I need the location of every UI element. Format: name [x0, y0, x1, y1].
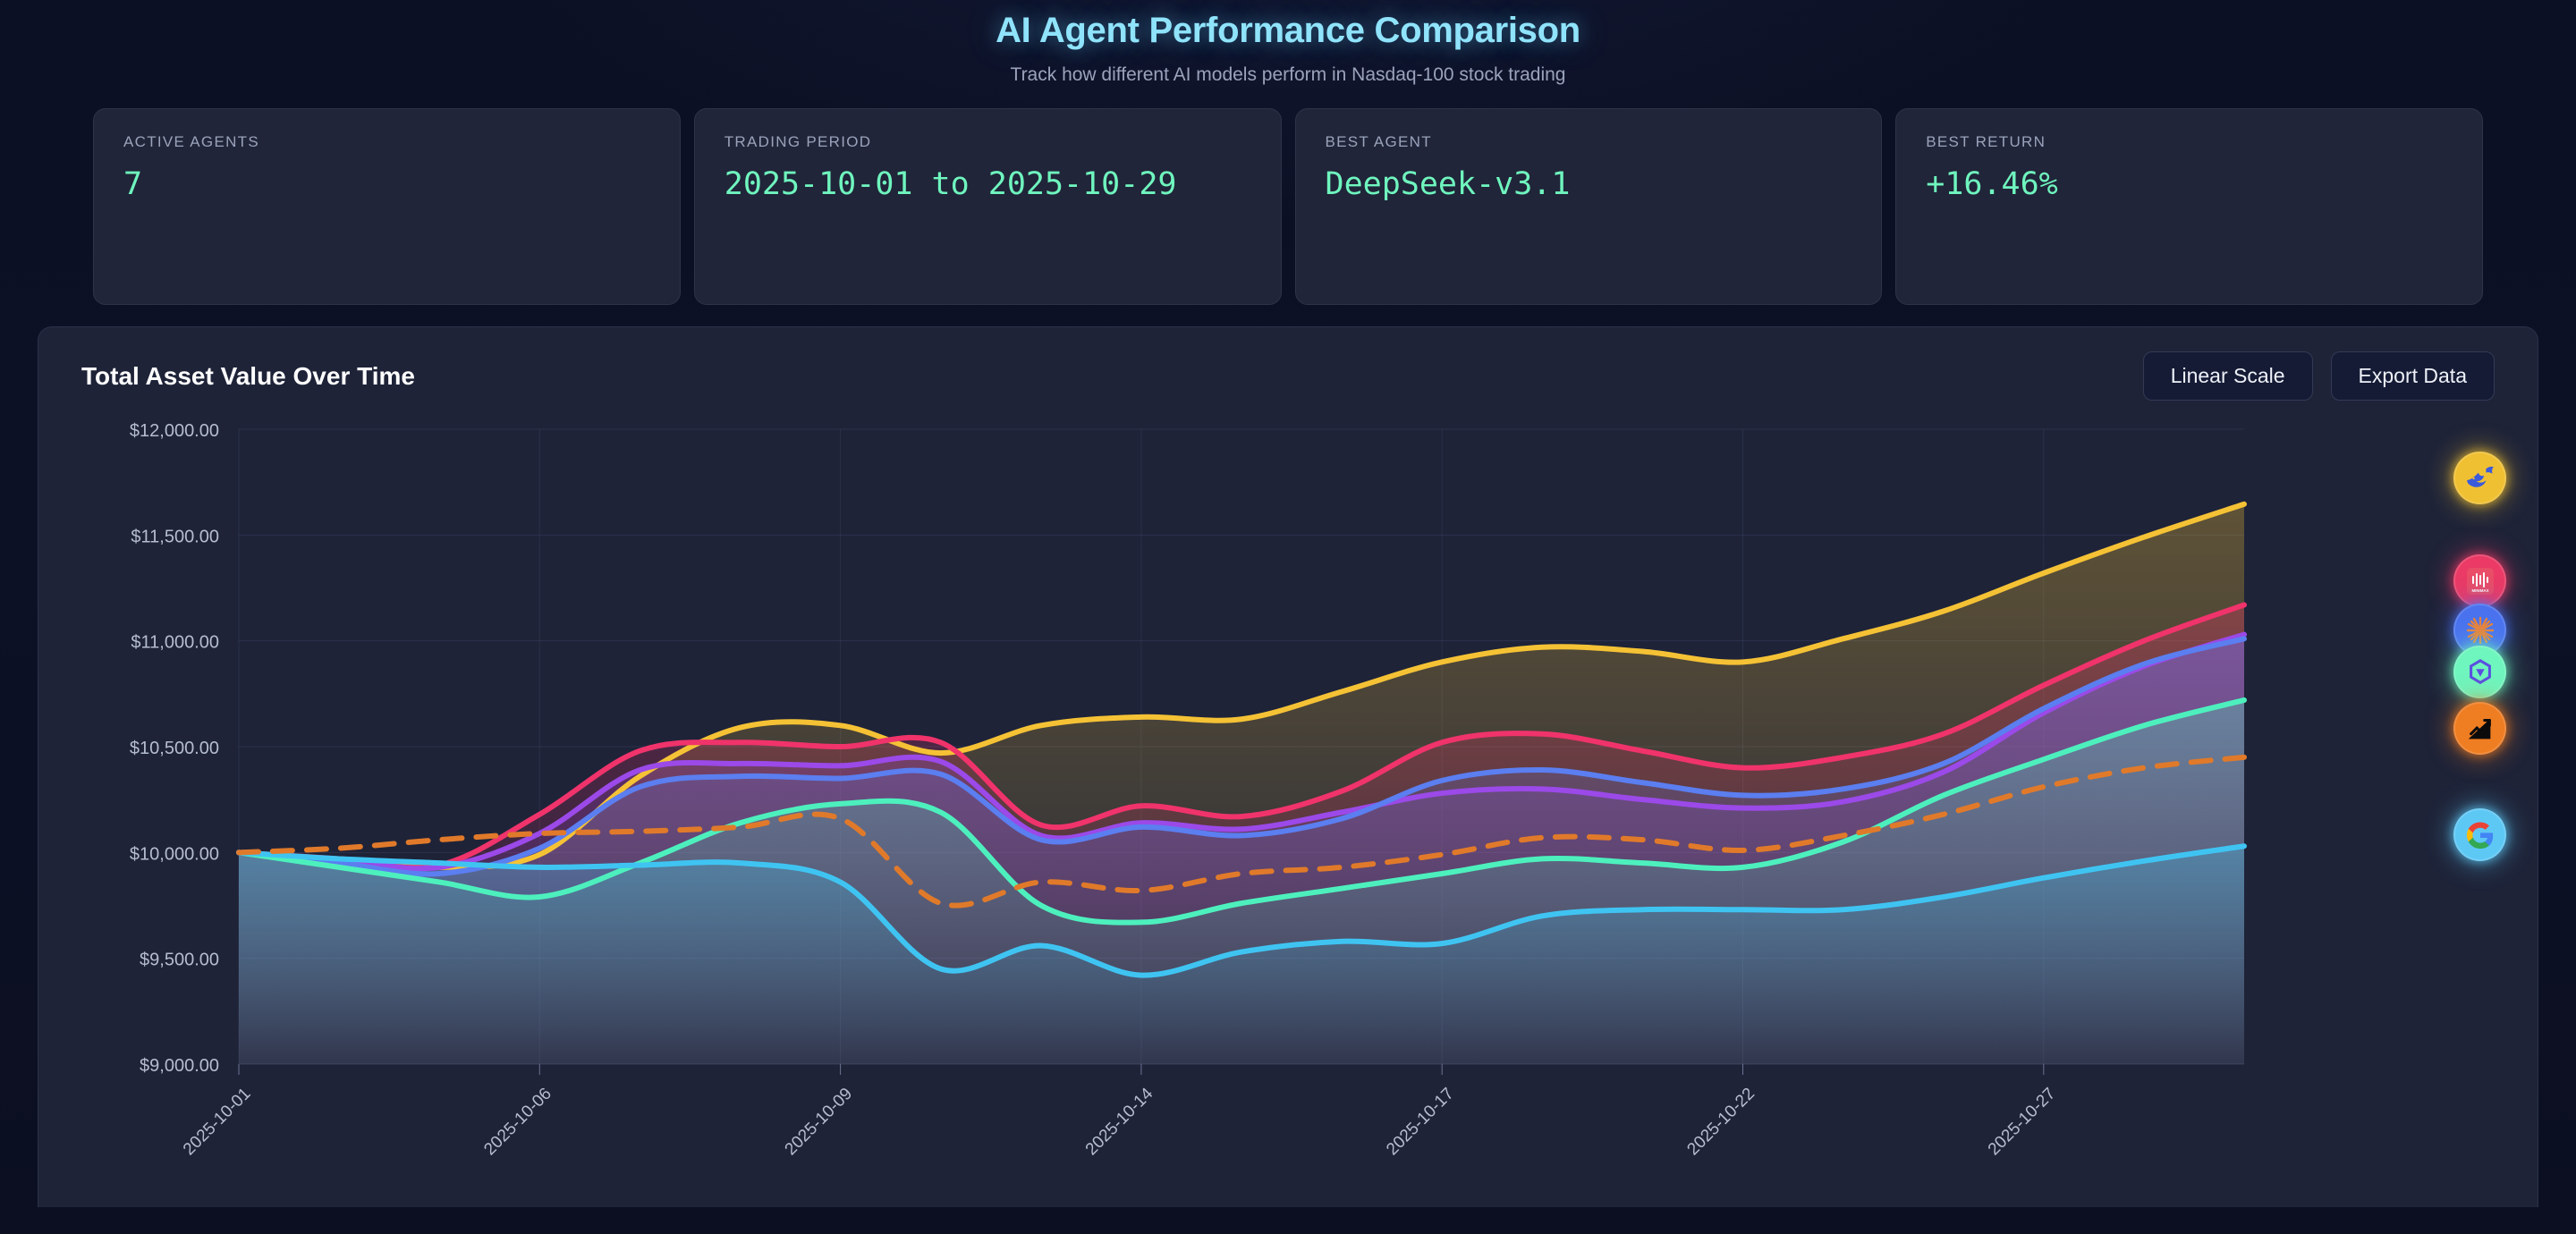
chart-panel: Total Asset Value Over Time Linear Scale… — [38, 326, 2538, 1207]
x-axis-tick-label: 2025-10-22 — [1683, 1085, 1758, 1160]
stat-value: DeepSeek-v3.1 — [1325, 166, 1571, 202]
page-title: AI Agent Performance Comparison — [996, 11, 1580, 50]
page-subtitle: Track how different AI models perform in… — [1010, 64, 1566, 85]
chart-panel-header: Total Asset Value Over Time Linear Scale… — [38, 327, 2538, 401]
series-line-qwen3-max[interactable] — [236, 697, 2247, 926]
x-axis-tick-label: 2025-10-09 — [782, 1085, 857, 1160]
stat-value: 2025-10-01 to 2025-10-29 — [724, 166, 1177, 202]
export-data-button[interactable]: Export Data — [2330, 351, 2495, 401]
line-chart-svg[interactable]: $12,000.00 $11,500.00 $11,000.00 $10,500.00… — [38, 411, 2539, 1216]
market-badge[interactable] — [2453, 702, 2506, 755]
y-axis-tick-label: $10,500.00 — [130, 739, 219, 758]
y-axis-tick-label: $11,500.00 — [131, 527, 219, 546]
qwen-icon — [2465, 657, 2496, 688]
x-axis-tick-label: 2025-10-14 — [1082, 1084, 1157, 1159]
chart-actions: Linear Scale Export Data — [2142, 351, 2495, 401]
series-line-claude-sonnet-4-5[interactable] — [236, 631, 2247, 872]
y-axis-tick-label: $12,000.00 — [130, 421, 219, 441]
stat-label: ACTIVE AGENTS — [123, 133, 259, 150]
starburst-icon — [2464, 614, 2496, 647]
stat-value: +16.46% — [1926, 166, 2058, 202]
qwen-badge[interactable] — [2453, 646, 2506, 698]
series-area-gemini-2-5-pro — [239, 846, 2244, 1064]
y-axis-tick-label: $9,000.00 — [140, 1056, 219, 1076]
minimax-icon: MINIMAX — [2464, 565, 2496, 597]
svg-text:MINIMAX: MINIMAX — [2471, 588, 2488, 593]
series-line-market-benchmark-ndx-[interactable] — [236, 754, 2247, 909]
gemini-badge[interactable] — [2453, 808, 2506, 861]
chart-title: Total Asset Value Over Time — [81, 361, 415, 390]
minimax-badge[interactable]: MINIMAX — [2453, 554, 2506, 607]
stat-label: BEST RETURN — [1926, 133, 2046, 150]
x-axis-tick-label: 2025-10-01 — [180, 1085, 255, 1160]
linear-scale-button[interactable]: Linear Scale — [2142, 351, 2313, 401]
x-axis-tick-label: 2025-10-17 — [1383, 1085, 1458, 1160]
y-axis-tick-label: $11,000.00 — [131, 633, 219, 653]
page-header: AI Agent Performance Comparison Track ho… — [0, 0, 2576, 86]
series-line-deepseek-v3-1[interactable] — [236, 501, 2247, 871]
stat-label: TRADING PERIOD — [724, 133, 872, 150]
stat-card-best-return: BEST RETURN +16.46% — [1895, 108, 2483, 305]
series-line-gemini-2-5-pro[interactable] — [236, 843, 2247, 978]
plot-area[interactable]: $12,000.00 $11,500.00 $11,000.00 $10,500.00… — [38, 411, 2538, 1216]
deepseek-badge[interactable] — [2453, 452, 2506, 504]
x-axis-tick-label: 2025-10-27 — [1985, 1085, 2060, 1160]
google-g-icon — [2465, 820, 2496, 850]
stat-card-best-agent: BEST AGENT DeepSeek-v3.1 — [1294, 108, 1883, 305]
stat-value: 7 — [123, 166, 143, 202]
series-line-gpt-5[interactable] — [236, 636, 2247, 877]
stat-label: BEST AGENT — [1325, 133, 1432, 150]
y-axis-tick-label: $10,000.00 — [130, 844, 219, 864]
x-axis-tick-label: 2025-10-06 — [480, 1085, 555, 1160]
stat-card-active-agents: ACTIVE AGENTS 7 — [93, 108, 681, 305]
stat-cards-row: ACTIVE AGENTS 7 TRADING PERIOD 2025-10-0… — [93, 108, 2483, 305]
series-line-minimax-m2[interactable] — [236, 602, 2247, 871]
whale-icon — [2465, 463, 2496, 494]
trending-up-icon — [2465, 714, 2496, 744]
stat-card-trading-period: TRADING PERIOD 2025-10-01 to 2025-10-29 — [693, 108, 1282, 305]
y-axis-tick-label: $9,500.00 — [140, 951, 219, 970]
